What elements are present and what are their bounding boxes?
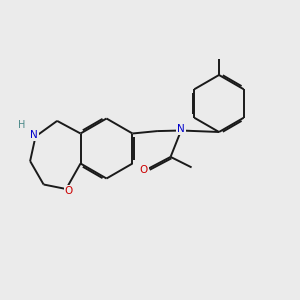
Text: O: O [140,165,148,175]
Text: N: N [177,124,185,134]
Text: O: O [64,185,73,196]
Text: H: H [18,120,25,130]
Text: N: N [30,130,38,140]
